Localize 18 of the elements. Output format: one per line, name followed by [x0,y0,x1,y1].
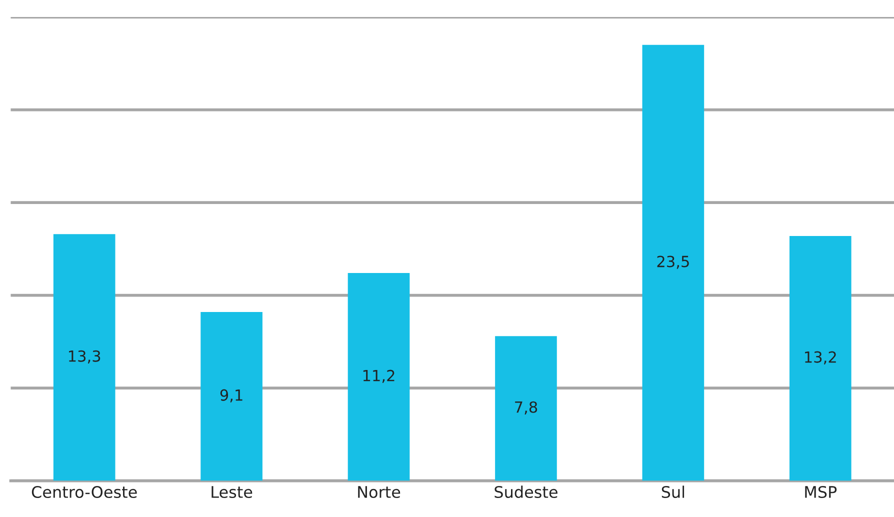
bar [348,273,410,481]
bar [789,236,852,481]
bar [495,336,557,481]
data-label: 23,5 [657,256,689,269]
data-label: 9,1 [220,389,242,402]
data-label: 11,2 [363,370,394,383]
bar [642,44,704,481]
x-tick-label: Sudeste [494,486,558,498]
x-tick-label: Leste [212,486,252,498]
bar [200,312,262,481]
data-label: 13,3 [69,350,100,364]
x-tick-label: Centro-Oeste [32,486,137,498]
x-tick-label: Sul [662,486,684,498]
bar [53,234,116,481]
x-tick-label: Norte [358,486,400,498]
data-label: 7,8 [515,401,538,414]
x-tick-label: MSP [805,486,837,498]
data-label: 13,2 [805,351,836,364]
